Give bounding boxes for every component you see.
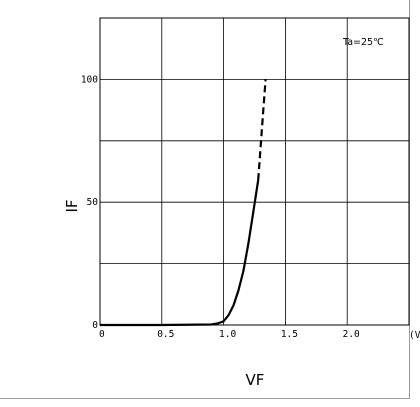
x-axis-title: VF	[246, 371, 265, 389]
grid	[100, 18, 409, 325]
x-tick-label: 1.5	[281, 329, 298, 340]
if-vf-curve	[100, 179, 260, 327]
tick-labels: 0 0.5 1.0 1.5 2.0 0 50 100	[81, 74, 360, 340]
plot-border	[99, 17, 410, 326]
series-group	[100, 79, 267, 327]
x-unit-label: (V	[409, 330, 420, 341]
x-tick-label: 1.0	[219, 329, 236, 340]
y-tick-label: 0	[92, 320, 98, 331]
if-vf-curve-dashed	[257, 79, 267, 181]
y-tick-label: 50	[87, 197, 99, 208]
y-axis-title: IF	[63, 199, 81, 212]
x-tick-label: 2.0	[343, 329, 360, 340]
temperature-annotation: Ta=25℃	[342, 37, 384, 48]
y-tick-label: 100	[81, 74, 98, 85]
x-tick-label: 0.5	[157, 329, 174, 340]
x-tick-label: 0	[99, 329, 105, 340]
